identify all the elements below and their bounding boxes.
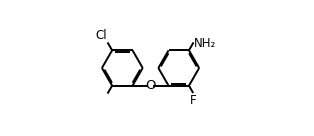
Text: F: F [189, 94, 196, 106]
Text: O: O [145, 79, 156, 92]
Text: NH₂: NH₂ [194, 37, 216, 50]
Text: Cl: Cl [96, 29, 107, 42]
